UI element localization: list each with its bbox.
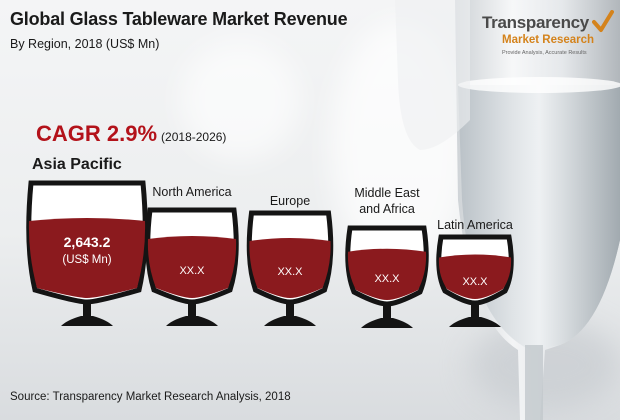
source-note: Source: Transparency Market Research Ana… <box>10 391 291 403</box>
data-label: 2,643.2 (US$ Mn) <box>27 233 147 269</box>
checkmark-icon <box>592 10 614 32</box>
data-label: XX.X <box>462 276 488 289</box>
data-label-value: 2,643.2 <box>63 233 111 250</box>
glass-base <box>449 317 501 327</box>
bar-glass-0 <box>26 180 148 326</box>
data-label-unit: (US$ Mn) <box>62 253 112 266</box>
bar-glass-3 <box>345 225 429 328</box>
chart-subtitle: By Region, 2018 (US$ Mn) <box>10 37 160 51</box>
background-blur <box>180 40 300 160</box>
wine-fill <box>347 248 427 300</box>
glass-base <box>166 316 218 326</box>
cagr-years: (2018-2026) <box>161 130 227 144</box>
logo-line2: Market Research <box>502 34 595 46</box>
glass-stem <box>286 301 294 316</box>
category-label: Middle East and Africa <box>354 186 420 216</box>
cagr-value: CAGR 2.9% <box>36 121 158 146</box>
category-label: Latin America <box>437 218 513 232</box>
company-logo: Transparency Market Research Provide Ana… <box>480 10 615 66</box>
logo-line1: Transparency <box>482 13 589 32</box>
bar-glass-1 <box>145 207 239 326</box>
logo-tagline: Provide Analysis, Accurate Results <box>502 50 587 56</box>
wine-fill <box>28 217 146 298</box>
bar-glass-4 <box>436 234 514 327</box>
wine-fill <box>438 254 512 299</box>
category-label: North America <box>152 185 232 199</box>
glass-base <box>264 316 316 326</box>
wine-fill <box>249 238 331 298</box>
data-label: XX.X <box>277 265 303 278</box>
data-label: XX.X <box>179 264 205 277</box>
glass-base <box>61 316 113 326</box>
cagr-annotation: CAGR 2.9% (2018-2026) <box>36 121 226 147</box>
glass-base <box>361 318 413 328</box>
category-label: Asia Pacific <box>32 156 122 173</box>
wine-fill <box>147 236 237 298</box>
bar-glass-2 <box>246 210 334 326</box>
chart-title: Global Glass Tableware Market Revenue <box>10 9 348 29</box>
glass-stem <box>383 303 391 318</box>
glass-stem <box>188 301 196 316</box>
data-label: XX.X <box>374 273 400 286</box>
category-label: Europe <box>269 194 311 208</box>
glass-stem <box>471 302 479 317</box>
glass-stem <box>83 301 91 316</box>
